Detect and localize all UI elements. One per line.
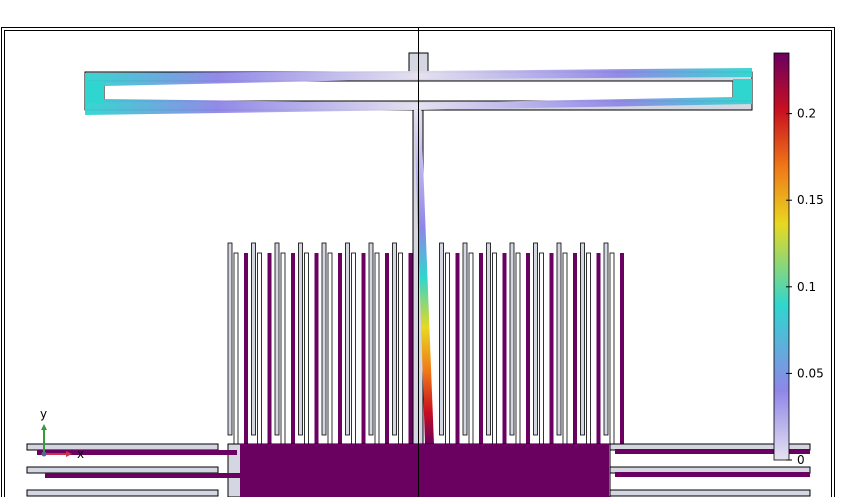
comb-finger-outline <box>562 252 568 445</box>
comb-finger-outline <box>280 252 286 445</box>
comb-finger-deformed <box>573 253 577 444</box>
comb-finger-outline <box>321 242 327 436</box>
comb-finger-outline <box>345 242 350 436</box>
comb-finger-outline <box>327 252 333 445</box>
y-axis-label: y <box>40 407 47 421</box>
comb-finger-outline <box>609 252 615 445</box>
viewport-border <box>1 27 835 497</box>
comb-finger-deformed <box>314 253 319 444</box>
comb-finger-outline <box>227 242 233 436</box>
colorbar-tick-label: 0 <box>797 453 805 467</box>
comb-finger-outline <box>374 252 380 445</box>
comb-finger-outline <box>392 242 397 436</box>
comb-finger-outline <box>274 242 280 436</box>
comb-finger-outline <box>351 252 356 445</box>
comb-finger-deformed <box>408 253 413 444</box>
undeformed-comb-fingers <box>227 242 615 445</box>
comb-finger-outline <box>398 252 403 445</box>
comb-finger-outline <box>486 242 491 436</box>
x-axis-arrowhead <box>66 451 72 457</box>
comb-finger-outline <box>468 252 474 445</box>
comb-finger-outline <box>298 242 303 436</box>
colorbar-tick-label: 0.05 <box>797 366 824 380</box>
comb-finger-deformed <box>244 253 248 444</box>
colorbar: 0.2 0.15 0.1 0.05 0 <box>773 52 824 467</box>
colorbar-tick-label: 0.2 <box>797 107 816 121</box>
comb-finger-outline <box>533 242 538 436</box>
comb-finger-deformed <box>455 253 460 444</box>
comb-finger-outline <box>556 242 562 436</box>
comb-finger-outline <box>445 252 450 445</box>
comb-finger-outline <box>492 252 497 445</box>
comb-finger-deformed <box>549 253 554 444</box>
comb-finger-outline <box>304 252 309 445</box>
comb-finger-deformed <box>338 253 342 444</box>
comb-finger-deformed <box>361 253 366 444</box>
comb-finger-deformed <box>267 253 272 444</box>
deformed-top-frame <box>85 68 752 445</box>
comb-finger-deformed <box>596 253 601 444</box>
comb-finger-outline <box>603 242 609 436</box>
colorbar-tick-label: 0.1 <box>797 280 816 294</box>
deformed-comb-fingers <box>244 253 624 444</box>
y-axis-arrowhead <box>41 424 47 430</box>
comb-finger-deformed <box>620 253 624 444</box>
comb-finger-deformed <box>479 253 483 444</box>
comb-finger-outline <box>539 252 544 445</box>
comb-finger-outline <box>509 242 515 436</box>
colorbar-tick-label: 0.15 <box>797 193 824 207</box>
comb-finger-outline <box>580 242 585 436</box>
x-axis-label: x <box>77 447 84 461</box>
comb-finger-outline <box>439 242 444 436</box>
colorbar-gradient <box>773 52 790 461</box>
comb-finger-deformed <box>291 253 295 444</box>
comb-finger-outline <box>233 252 239 445</box>
comb-finger-outline <box>462 242 468 436</box>
origin-dot <box>41 451 47 457</box>
comb-finger-deformed <box>502 253 507 444</box>
comb-finger-outline <box>515 252 521 445</box>
comb-finger-deformed <box>385 253 389 444</box>
comb-finger-outline <box>368 242 374 436</box>
comb-finger-outline <box>586 252 591 445</box>
comb-finger-deformed <box>526 253 530 444</box>
axis-triad: y x <box>40 407 84 461</box>
comb-finger-outline <box>257 252 262 445</box>
comb-finger-outline <box>251 242 256 436</box>
